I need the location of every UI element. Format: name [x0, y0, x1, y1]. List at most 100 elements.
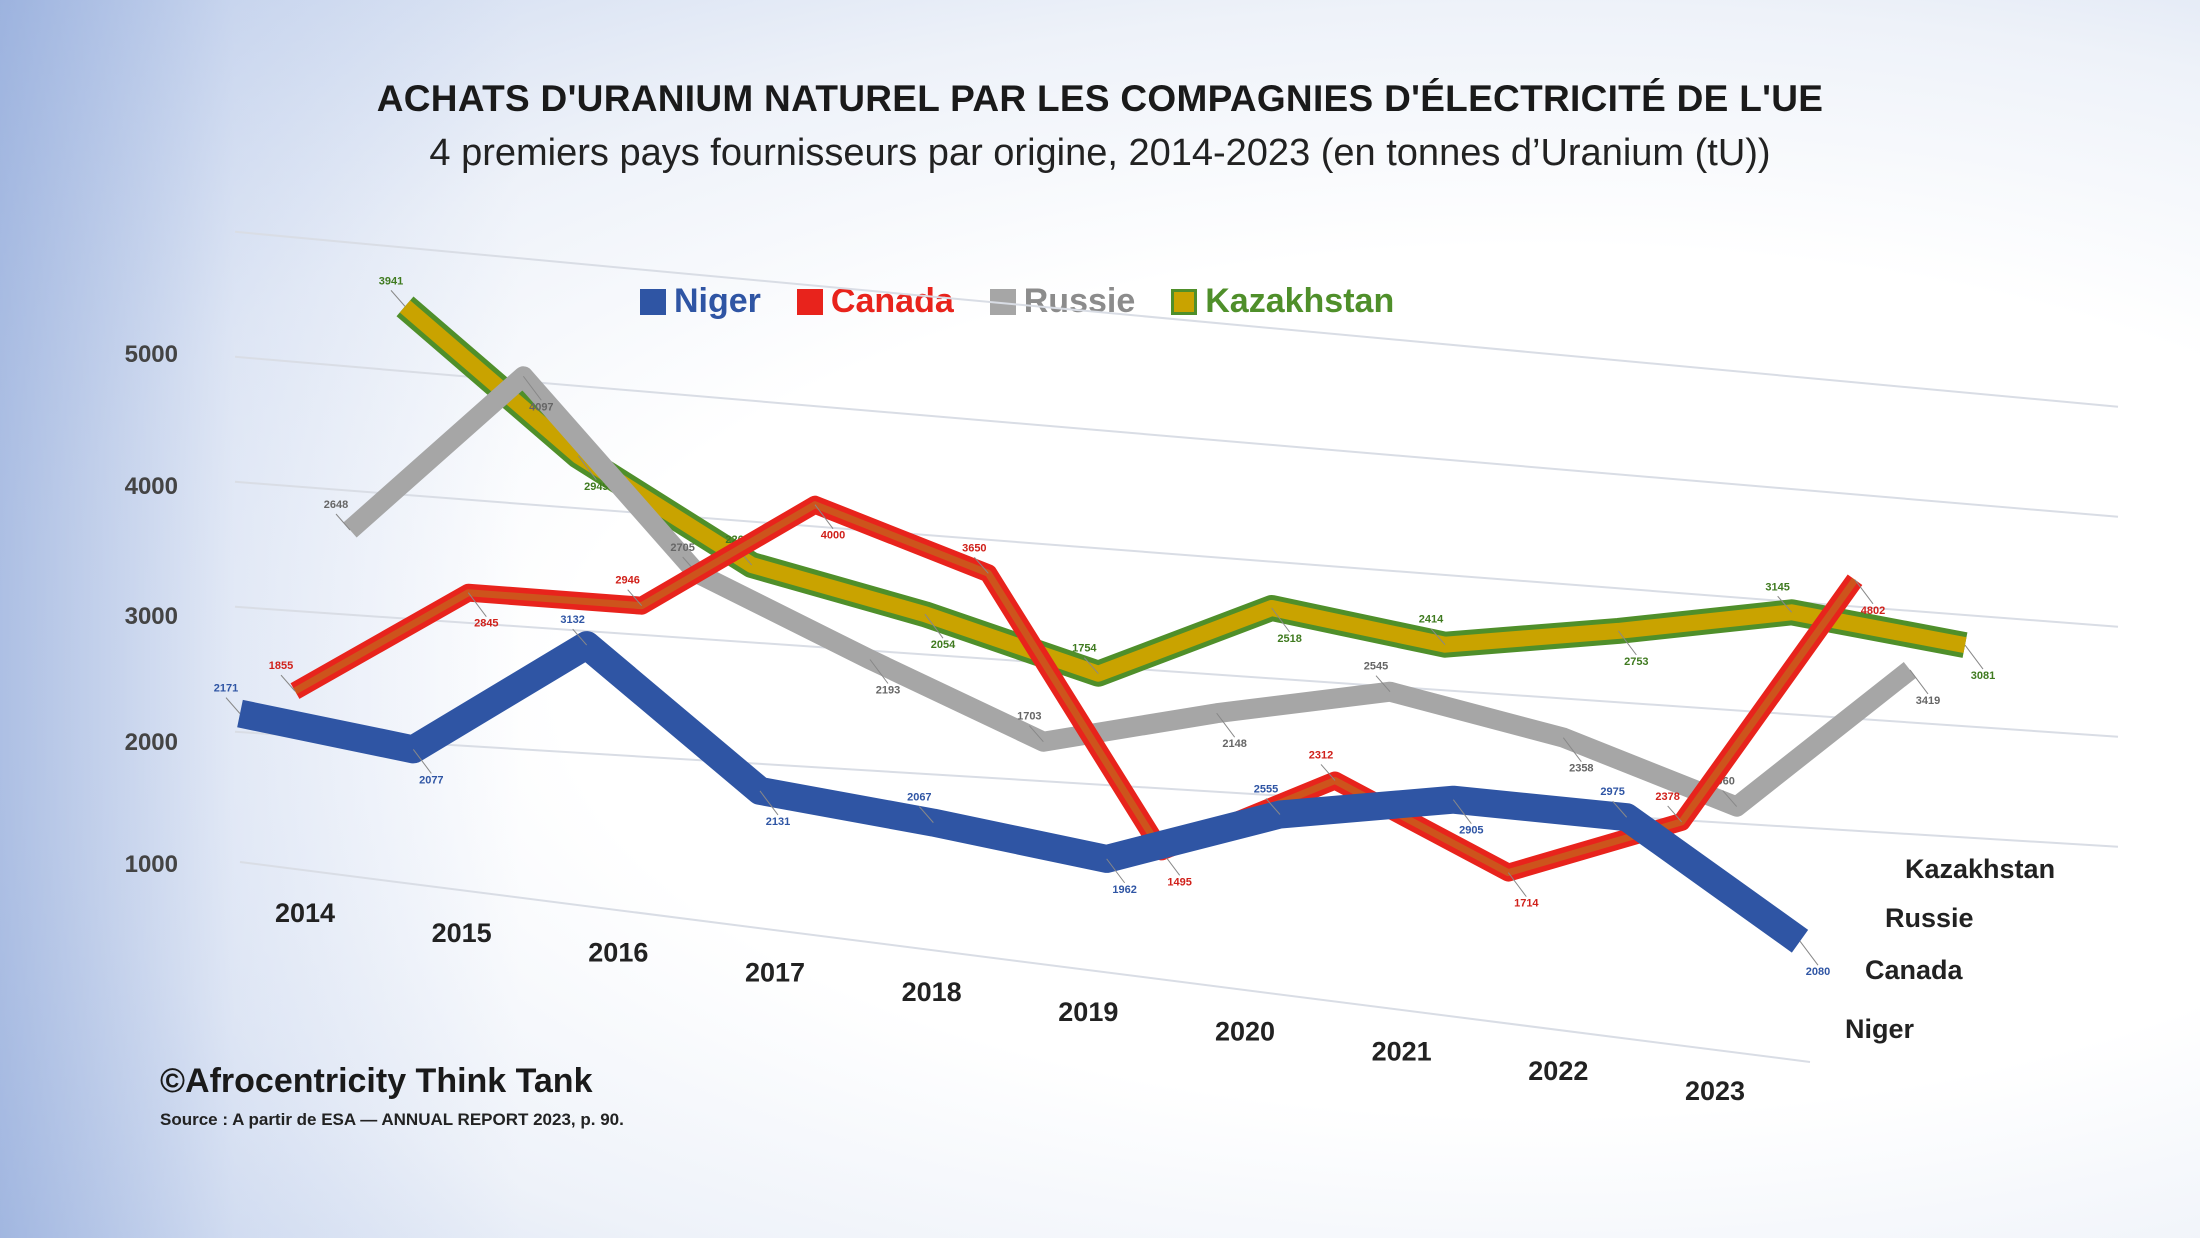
data-label: 2077 [419, 774, 443, 786]
legend-swatch-niger [640, 288, 666, 315]
data-label-leader [1854, 579, 1874, 605]
data-label: 2905 [1459, 825, 1483, 837]
floor-front-line [239, 861, 1811, 1063]
data-label-leader [1964, 644, 1984, 670]
data-label-leader [1271, 607, 1291, 633]
x-tick-label: 2016 [588, 938, 648, 968]
data-label: 4097 [529, 401, 553, 413]
data-label: 2378 [1655, 791, 1679, 803]
data-label-leader [1265, 798, 1281, 815]
data-label: 4802 [1861, 605, 1885, 617]
data-label-leader [1799, 940, 1819, 966]
y-tick-label: 4000 [125, 473, 178, 500]
data-label-leader [973, 556, 989, 574]
grid-lines [234, 230, 2119, 848]
legend-label-kazakhstan: Kazakhstan [1205, 282, 1395, 320]
data-label-leader [390, 290, 406, 307]
data-label: 1495 [1167, 876, 1191, 888]
data-label: 1703 [1017, 711, 1041, 723]
data-label-leader [1028, 725, 1044, 743]
data-label-leader [522, 375, 542, 401]
series-line [237, 631, 1809, 953]
grid-line [234, 230, 2119, 408]
legend-item-niger: Niger [640, 282, 761, 321]
x-axis: 2014 2015 2016 2017 2018 2019 2020 2021 2022 2023 [275, 898, 1745, 1106]
data-label: 2358 [1569, 763, 1593, 775]
y-tick-label: 2000 [125, 729, 178, 756]
data-label-leader [335, 513, 351, 531]
x-tick-label: 2014 [275, 898, 335, 928]
data-label: 2171 [214, 683, 238, 695]
data-label-leader [869, 659, 889, 684]
y-tick-label: 5000 [125, 341, 178, 368]
series-line-inner [293, 501, 1858, 877]
depth-axis: Kazakhstan Russie Canada Niger [1845, 854, 2055, 1044]
x-tick-label: 2019 [1058, 997, 1118, 1027]
data-label-leader [1909, 669, 1929, 695]
x-tick-label: 2022 [1528, 1056, 1588, 1086]
legend-swatch-kazakhstan [1171, 288, 1198, 315]
data-label-leader [1452, 799, 1472, 824]
data-label: 2131 [766, 816, 790, 828]
depth-label: Niger [1845, 1014, 1915, 1044]
chart-title: ACHATS D'URANIUM NATUREL PAR LES COMPAGN… [376, 78, 1824, 119]
y-axis: 1000 2000 3000 4000 5000 [125, 341, 178, 878]
data-label-leader [1617, 630, 1637, 656]
chart-subtitle: 4 premiers pays fournisseurs par origine… [429, 132, 1771, 174]
source-text: Source : A partir de ESA — ANNUAL REPORT… [160, 1110, 624, 1129]
legend-item-kazakhstan: Kazakhstan [1171, 282, 1394, 321]
data-label-leader [1777, 595, 1793, 613]
data-label-leader [1083, 657, 1099, 674]
data-label: 3650 [962, 542, 986, 554]
x-tick-label: 2020 [1215, 1017, 1275, 1047]
x-tick-label: 2017 [745, 957, 805, 987]
legend-swatch-canada [796, 288, 823, 315]
data-label: 2648 [324, 499, 348, 511]
x-tick-label: 2015 [432, 918, 492, 948]
data-label-leader [577, 455, 597, 481]
data-label-leader [1430, 628, 1446, 646]
data-label-leader [627, 589, 643, 607]
data-label: 2518 [1277, 633, 1301, 645]
y-tick-label: 3000 [125, 603, 178, 630]
data-label-leader [467, 592, 487, 617]
data-label: 2193 [876, 685, 900, 697]
grid-line [234, 730, 2119, 848]
data-label-leader [412, 749, 432, 774]
data-label-leader [924, 613, 944, 639]
depth-label: Kazakhstan [1905, 854, 2055, 884]
data-label: 3081 [1971, 670, 1995, 682]
data-label: 2705 [670, 542, 694, 554]
data-label: 3132 [560, 614, 584, 626]
data-label-leader [572, 628, 588, 646]
data-label: 2545 [1364, 661, 1388, 673]
series-line [343, 366, 1917, 817]
data-label-leader [1667, 805, 1683, 823]
data-label: 2067 [907, 792, 931, 804]
legend-label-niger: Niger [674, 282, 761, 320]
x-tick-label: 2021 [1372, 1036, 1432, 1066]
data-label-leader [918, 806, 934, 823]
data-label: 2753 [1624, 656, 1648, 668]
series-line [399, 300, 1967, 682]
data-label: 3419 [1916, 695, 1940, 707]
data-label: 2148 [1222, 738, 1246, 750]
data-label-leader [1106, 858, 1126, 884]
data-label: 1962 [1112, 884, 1136, 896]
data-label-leader [1320, 764, 1336, 781]
y-tick-label: 1000 [125, 851, 178, 878]
data-label: 2080 [1806, 966, 1830, 978]
depth-label: Russie [1885, 903, 1974, 933]
data-label-leader [1216, 712, 1236, 738]
grid-line [234, 355, 2119, 518]
data-label-leader [1507, 872, 1527, 897]
data-label-leader [1375, 675, 1391, 692]
data-label: 2845 [474, 618, 498, 630]
data-label: 2555 [1254, 784, 1278, 796]
data-label: 1714 [1514, 898, 1539, 910]
x-tick-label: 2023 [1685, 1076, 1745, 1106]
series-niger: 2171 2077 3132 2131 2067 1962 2555 2905 2975 2080 [214, 614, 1830, 978]
data-label: 2414 [1419, 614, 1444, 626]
